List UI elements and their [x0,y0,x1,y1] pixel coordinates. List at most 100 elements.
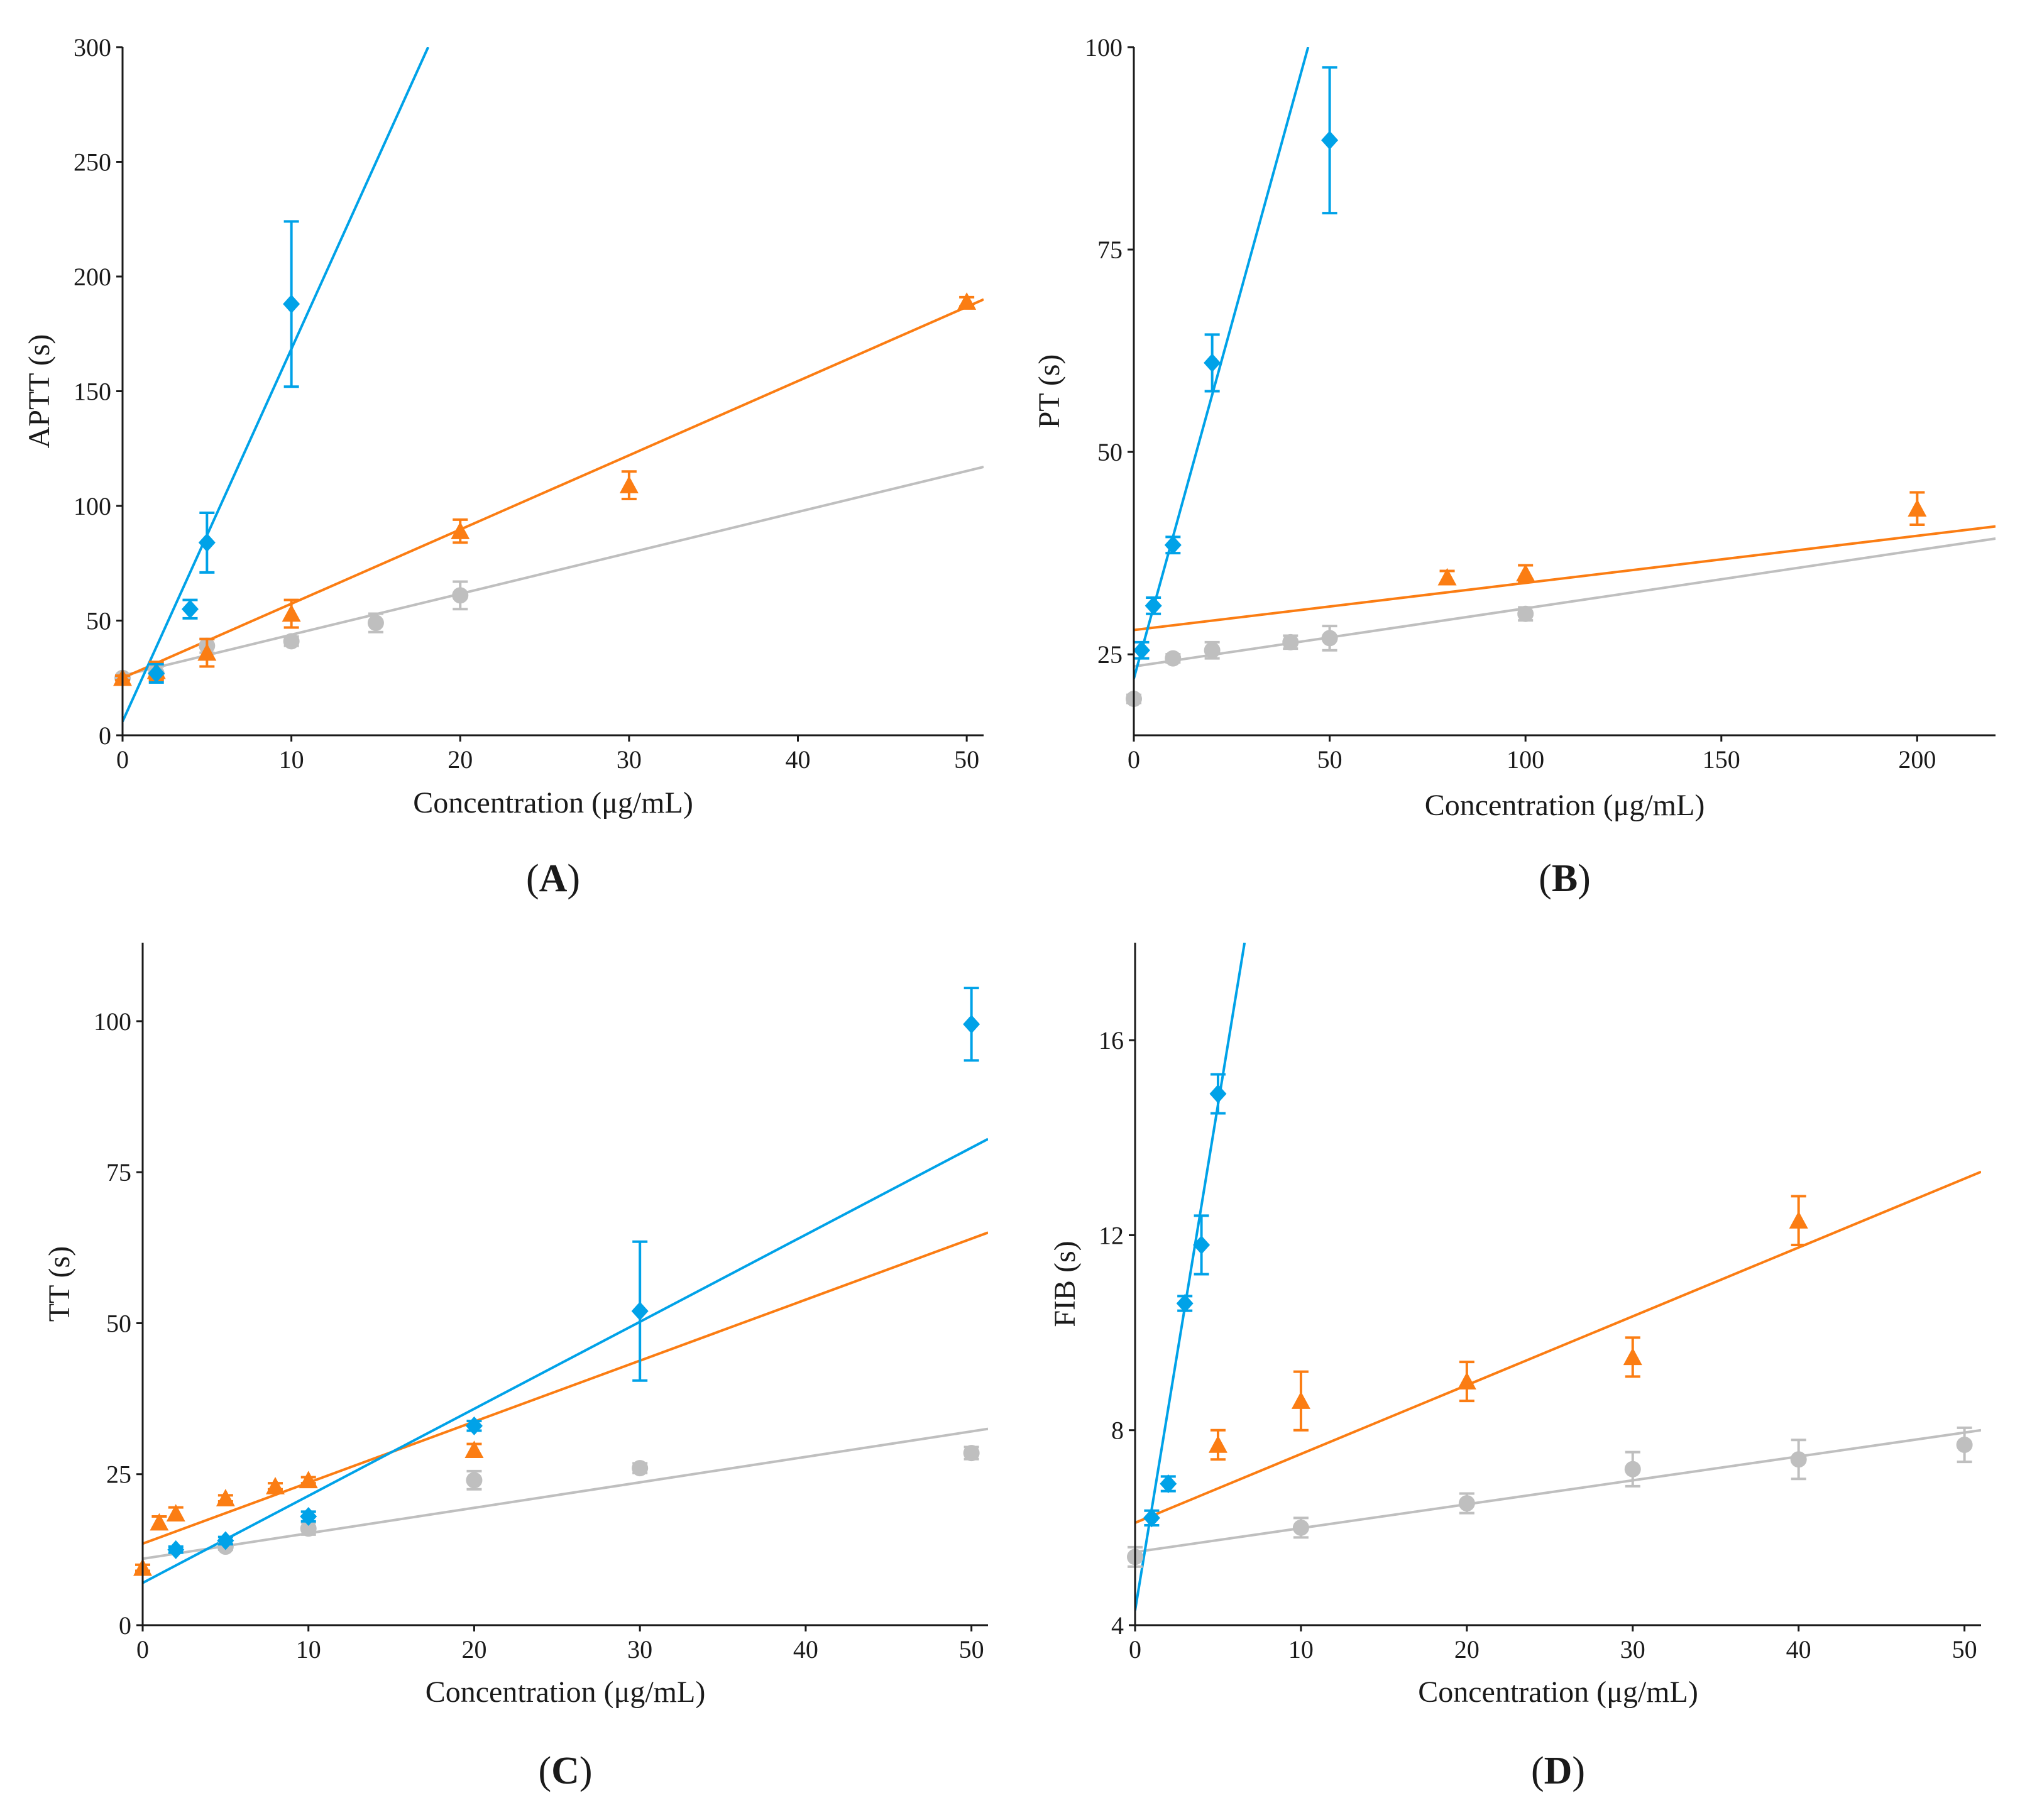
panel-c-point-orange [464,1440,484,1459]
panel-c-diamond-marker [465,1416,483,1435]
panel-c-point-orange [150,1513,169,1531]
panel-d-fit-lines [1135,943,1981,1611]
panel-d-circle-marker [1624,1461,1641,1477]
panel-a-x-ticks: 0 10 20 30 40 50 [116,735,979,774]
panel-d-y-tick-label: 4 [1111,1611,1124,1640]
panel-d-triangle-marker [1623,1347,1642,1366]
panel-a-fit-line-gray [123,466,984,677]
panel-a-point-gray [283,633,300,650]
panel-a-circle-marker [283,633,300,650]
panel-a-y-tick-label: 150 [74,378,111,406]
panel-b-point-blue [1321,66,1339,215]
panel-d-x-tick-label: 40 [1786,1635,1811,1664]
panel-a-x-tick-label: 20 [447,745,473,774]
panel-d-x-tick-label: 50 [1952,1635,1977,1664]
panel-d-x-tick-label: 30 [1620,1635,1645,1664]
panel-c-x-tick-label: 40 [793,1635,818,1664]
panel-c-diamond-marker [963,1014,980,1034]
panel-a-y-axis-title: APTT (s) [23,334,56,449]
panel-d-triangle-marker [1789,1211,1808,1229]
panel-a-triangle-marker [197,643,217,661]
panel-a-point-orange [282,598,301,629]
panel-d-y-tick-label: 12 [1099,1221,1124,1249]
panel-c-point-blue [963,987,980,1062]
panel-d-point-blue [1209,1073,1227,1115]
panel-c-fit-line-blue [143,1138,988,1584]
panel-c-diamond-marker [300,1507,317,1527]
panel-d-point-gray [1458,1492,1475,1515]
panel-c-y-tick-label: 25 [106,1461,131,1489]
panel-b-fit-lines [1134,47,1996,679]
panel-c-y-tick-label: 0 [119,1611,131,1640]
panel-c-y-tick-label: 100 [94,1007,131,1036]
panel-d-diamond-marker [1160,1474,1177,1494]
panel-b-point-blue [1133,640,1150,660]
panel-c-point-blue [300,1507,317,1527]
panel-a-y-tick-label: 300 [74,33,111,62]
panel-d-point-orange [1789,1195,1808,1246]
panel-c-circle-marker [300,1520,317,1537]
panel-b-point-gray [1282,633,1299,650]
panel-c-point-blue [167,1540,185,1559]
panel-a-y-tick-label: 50 [86,607,111,635]
panel-a-y-tick-label: 100 [74,492,111,520]
panel-d-point-orange [1457,1361,1476,1403]
panel-c-triangle-marker [299,1471,318,1489]
panel-d-circle-marker [1458,1495,1475,1512]
panel-d: 4 8 12 16 0 10 20 30 40 50 FIB (s) Concentration… [1048,943,1981,1792]
panel-d-x-tick-label: 0 [1129,1635,1141,1664]
panel-a-label: (A) [526,857,580,900]
panel-d-x-axis-title: Concentration (μg/mL) [1418,1675,1698,1709]
panel-d-y-ticks: 4 8 12 16 [1099,1026,1135,1640]
panel-a-fit-line-blue [123,47,430,722]
panel-c-point-orange [265,1476,285,1494]
panel-a-point-orange [197,637,217,668]
panel-c-y-axis-title: TT (s) [43,1246,76,1322]
panel-b-point-orange [1437,567,1457,586]
panel-a-diamond-marker [148,664,165,683]
panel-b-circle-marker [1165,650,1182,667]
panel-d-triangle-marker [1457,1372,1476,1390]
panel-c-triangle-marker [464,1440,484,1459]
panel-d-point-orange [1291,1370,1310,1432]
panel-a-point-orange [619,470,639,501]
panel-a-point-blue [148,662,165,684]
panel-a-triangle-marker [282,604,301,622]
panel-c-point-orange [216,1489,235,1506]
panel-a-fit-lines [123,47,984,722]
panel-c-x-tick-label: 20 [461,1635,486,1664]
panel-a-x-tick-label: 10 [279,745,304,774]
panel-c-diamond-marker [631,1302,649,1321]
panel-d-data-points [1127,1073,1973,1568]
panel-b-point-blue [1145,596,1162,615]
panel-a-circle-marker [452,587,469,604]
panel-c-x-axis-title: Concentration (μg/mL) [426,1675,706,1709]
panel-c-diamond-marker [167,1540,185,1559]
panel-c: 0 25 50 75 100 0 10 20 30 40 50 TT (s) Concentrat… [43,943,988,1792]
panel-a-point-blue [198,511,216,574]
panel-b-diamond-marker [1321,131,1339,150]
panel-c-fit-line-gray [143,1427,988,1560]
panel-a-diamond-marker [181,600,199,619]
panel-c-circle-marker [632,1460,649,1477]
panel-c-point-orange [299,1471,318,1489]
panel-c-label: (C) [538,1750,592,1792]
panel-b-y-tick-label: 100 [1085,33,1123,62]
panel-d-y-axis-title: FIB (s) [1048,1241,1082,1327]
panel-c-fit-lines [143,1138,988,1584]
panel-d-point-orange [1623,1336,1642,1378]
panel-a-point-blue [181,598,199,620]
panel-d-circle-marker [1956,1436,1973,1453]
panel-b-y-tick-label: 25 [1097,640,1123,669]
panel-c-fit-line-orange [143,1231,988,1545]
panel-d-point-blue [1143,1508,1160,1528]
panel-c-point-gray [963,1445,980,1462]
panel-c-x-tick-label: 0 [136,1635,149,1664]
panel-a-triangle-marker [619,476,639,493]
panel-a-x-tick-label: 40 [786,745,811,774]
panel-d-diamond-marker [1176,1294,1194,1313]
panel-b-fit-line-gray [1134,537,1996,668]
panel-d-y-tick-label: 8 [1111,1417,1124,1445]
